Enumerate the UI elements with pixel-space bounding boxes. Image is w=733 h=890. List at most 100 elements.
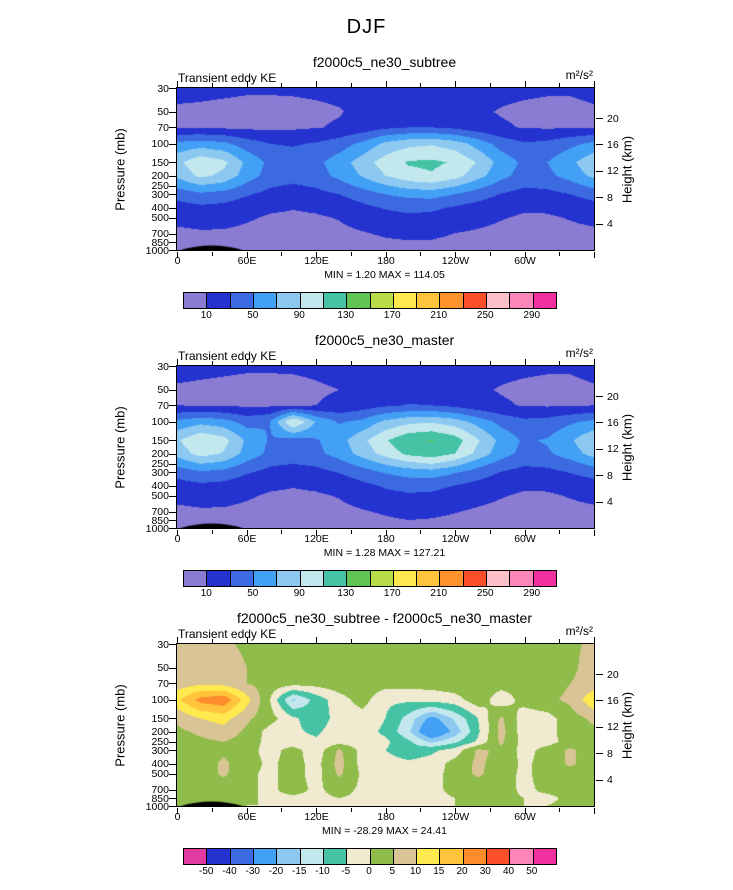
colorbar-box <box>370 293 394 308</box>
x-tick-mark <box>350 639 352 643</box>
x-tick-mark <box>281 83 283 87</box>
panel-difference: f2000c5_ne30_subtree - f2000c5_ne30_mast… <box>0 610 733 890</box>
plot-area <box>176 643 595 807</box>
pressure-tick-mark <box>169 366 176 367</box>
colorbar-box <box>463 849 488 864</box>
colorbar-box <box>510 849 534 864</box>
pressure-tick-label: 250 <box>151 736 169 749</box>
colorbar-tick-label: 20 <box>456 866 468 877</box>
pressure-tick-label: 850 <box>151 514 169 527</box>
x-tick-label: 180 <box>377 811 395 823</box>
colorbar-tick-label: -20 <box>268 866 284 877</box>
x-tick-label: 60E <box>237 533 257 545</box>
height-tick-label: 8 <box>607 747 613 760</box>
colorbar-box <box>440 293 464 308</box>
pressure-tick-label: 300 <box>151 744 169 757</box>
height-tick-label: 8 <box>607 191 613 204</box>
units-label: m²/s² <box>565 68 593 82</box>
pressure-tick-label: 70 <box>157 677 169 690</box>
pressure-tick-mark <box>169 472 176 474</box>
x-tick-label: 60E <box>237 255 257 267</box>
x-tick-mark <box>594 530 595 536</box>
x-tick-mark <box>420 252 422 256</box>
x-tick-mark <box>211 252 213 256</box>
pressure-tick-label: 30 <box>157 82 169 95</box>
colorbar-box <box>277 293 301 308</box>
height-axis-label: Height (km) <box>619 691 635 760</box>
panel-master: f2000c5_ne30_master Transient eddy KE m²… <box>0 332 733 612</box>
x-tick-mark <box>246 81 248 87</box>
pressure-tick-label: 200 <box>151 170 169 183</box>
x-tick-mark <box>455 359 456 365</box>
pressure-tick-mark <box>169 485 176 487</box>
pressure-tick-label: 250 <box>151 458 169 471</box>
x-tick-mark <box>177 81 178 87</box>
pressure-axis-label: Pressure (mb) <box>112 684 128 767</box>
x-tick-mark <box>316 81 317 87</box>
pressure-tick-mark <box>169 495 176 497</box>
height-tick-label: 16 <box>607 694 619 707</box>
colorbar-box <box>393 849 418 864</box>
pressure-tick-mark <box>169 644 176 645</box>
pressure-tick-label: 100 <box>151 694 169 707</box>
colorbar-tick-label: 5 <box>389 866 396 877</box>
x-tick-mark <box>489 252 491 256</box>
colorbar-tick-label: 210 <box>430 310 448 321</box>
x-tick-mark <box>211 808 213 812</box>
colorbar-box <box>440 849 464 864</box>
x-tick-mark <box>350 83 352 87</box>
pressure-tick-label: 50 <box>157 662 169 675</box>
colorbar-box <box>323 293 348 308</box>
x-tick-mark <box>455 81 456 87</box>
x-tick-mark <box>385 359 387 365</box>
pressure-tick-label: 500 <box>151 212 169 225</box>
height-tick-mark <box>596 144 603 146</box>
pressure-tick-mark <box>169 421 176 423</box>
colorbar-tick-label: 90 <box>293 588 305 599</box>
colorbar-box <box>440 571 464 586</box>
pressure-tick-label: 850 <box>151 792 169 805</box>
colorbar-box <box>323 571 348 586</box>
x-tick-label: 60E <box>237 811 257 823</box>
x-tick-mark <box>594 637 595 643</box>
pressure-axis-label: Pressure (mb) <box>112 406 128 489</box>
x-tick-mark <box>350 530 352 534</box>
colorbar-box <box>323 849 348 864</box>
pressure-tick-label: 250 <box>151 180 169 193</box>
colorbar-box <box>417 293 441 308</box>
colorbar-box <box>417 571 441 586</box>
colorbar-tick-label: -10 <box>315 866 330 877</box>
colorbar-box <box>300 293 324 308</box>
pressure-tick-mark <box>169 806 176 807</box>
pressure-tick-mark <box>169 463 176 465</box>
pressure-tick-label: 200 <box>151 726 169 739</box>
pressure-tick-mark <box>169 453 176 455</box>
x-tick-mark <box>524 252 526 258</box>
colorbar-tick-label: 40 <box>502 866 515 877</box>
colorbar-box <box>417 849 441 864</box>
colorbar-box <box>533 849 556 864</box>
pressure-tick-label: 30 <box>157 638 169 651</box>
x-tick-mark <box>385 81 387 87</box>
units-label: m²/s² <box>565 624 593 638</box>
pressure-tick-label: 100 <box>151 416 169 429</box>
pressure-tick-mark <box>169 175 176 177</box>
plot-area <box>176 365 595 529</box>
x-tick-mark <box>177 808 178 814</box>
pressure-tick-label: 700 <box>151 228 169 241</box>
pressure-tick-mark <box>169 750 176 752</box>
pressure-tick-label: 200 <box>151 448 169 461</box>
colorbar-tick-label: 170 <box>383 588 401 599</box>
pressure-tick-mark <box>169 440 176 442</box>
height-tick-mark <box>596 753 603 755</box>
colorbar-tick-label: 10 <box>200 310 212 321</box>
height-tick-mark <box>596 475 603 477</box>
colorbar-box <box>510 293 534 308</box>
x-tick-mark <box>316 808 317 814</box>
panel-title: f2000c5_ne30_master <box>314 332 455 348</box>
pressure-tick-label: 1000 <box>145 800 169 813</box>
colorbar-tick-label: 10 <box>200 588 212 599</box>
x-tick-mark <box>177 530 178 536</box>
field-label: Transient eddy KE <box>178 627 277 641</box>
pressure-tick-mark <box>169 731 176 733</box>
